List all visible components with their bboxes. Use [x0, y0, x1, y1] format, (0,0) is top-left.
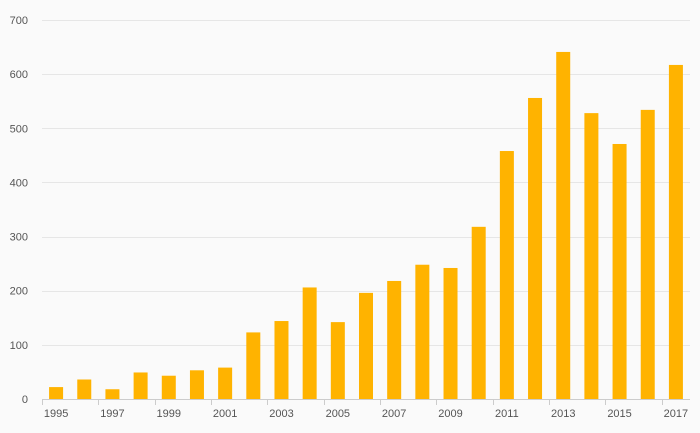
y-tick-label: 400	[10, 177, 28, 189]
x-tick-label: 2007	[382, 408, 406, 420]
bar-2014	[584, 113, 599, 399]
bar-2017	[668, 64, 683, 399]
y-tick-label: 300	[10, 232, 28, 244]
y-tick-label: 600	[10, 69, 28, 81]
x-tick-label: 2005	[326, 408, 350, 420]
x-tick-label: 2003	[269, 408, 293, 420]
bar-2009	[443, 267, 458, 399]
bar-2007	[387, 280, 402, 399]
bar-2012	[528, 97, 543, 400]
bar-2002	[246, 332, 261, 399]
x-tick-label: 2011	[495, 408, 519, 420]
bar-1999	[161, 375, 176, 399]
x-tick-label: 1999	[157, 408, 181, 420]
x-tick-label: 2009	[438, 408, 462, 420]
bar-2016	[640, 109, 655, 400]
x-tick-label: 2001	[213, 408, 237, 420]
x-tick-label: 1997	[100, 408, 124, 420]
y-tick-label: 200	[10, 286, 28, 298]
x-tick-label: 2015	[607, 408, 631, 420]
bar-2004	[302, 287, 317, 399]
bar-1995	[49, 387, 64, 399]
x-tick-label: 2017	[664, 408, 688, 420]
y-tick-label: 700	[10, 15, 28, 27]
y-axis-labels: 0 100 200 300 400 500 600 700	[10, 15, 28, 406]
x-axis-labels: 1995 1997 1999 2001 2003 2005 2007 2009 2011 2013…	[44, 408, 688, 420]
bar-1997	[105, 389, 120, 399]
bar-2015	[612, 143, 627, 399]
bar-1996	[77, 379, 92, 399]
x-axis	[42, 399, 690, 405]
x-tick-label: 1995	[44, 408, 68, 420]
bar-2008	[415, 264, 430, 399]
y-tick-label: 0	[22, 394, 28, 406]
x-tick-label: 2013	[551, 408, 575, 420]
bar-2010	[471, 226, 486, 399]
bar-2013	[556, 51, 571, 400]
bar-1998	[133, 372, 148, 399]
bar-2011	[499, 151, 514, 399]
y-tick-label: 100	[10, 340, 28, 352]
gridlines	[42, 20, 690, 346]
y-tick-label: 500	[10, 123, 28, 135]
bar-2006	[359, 292, 373, 399]
bar-2003	[274, 321, 289, 399]
bar-2001	[218, 367, 233, 399]
bars	[49, 51, 683, 400]
bar-2000	[189, 370, 204, 399]
bar-2005	[330, 322, 345, 399]
